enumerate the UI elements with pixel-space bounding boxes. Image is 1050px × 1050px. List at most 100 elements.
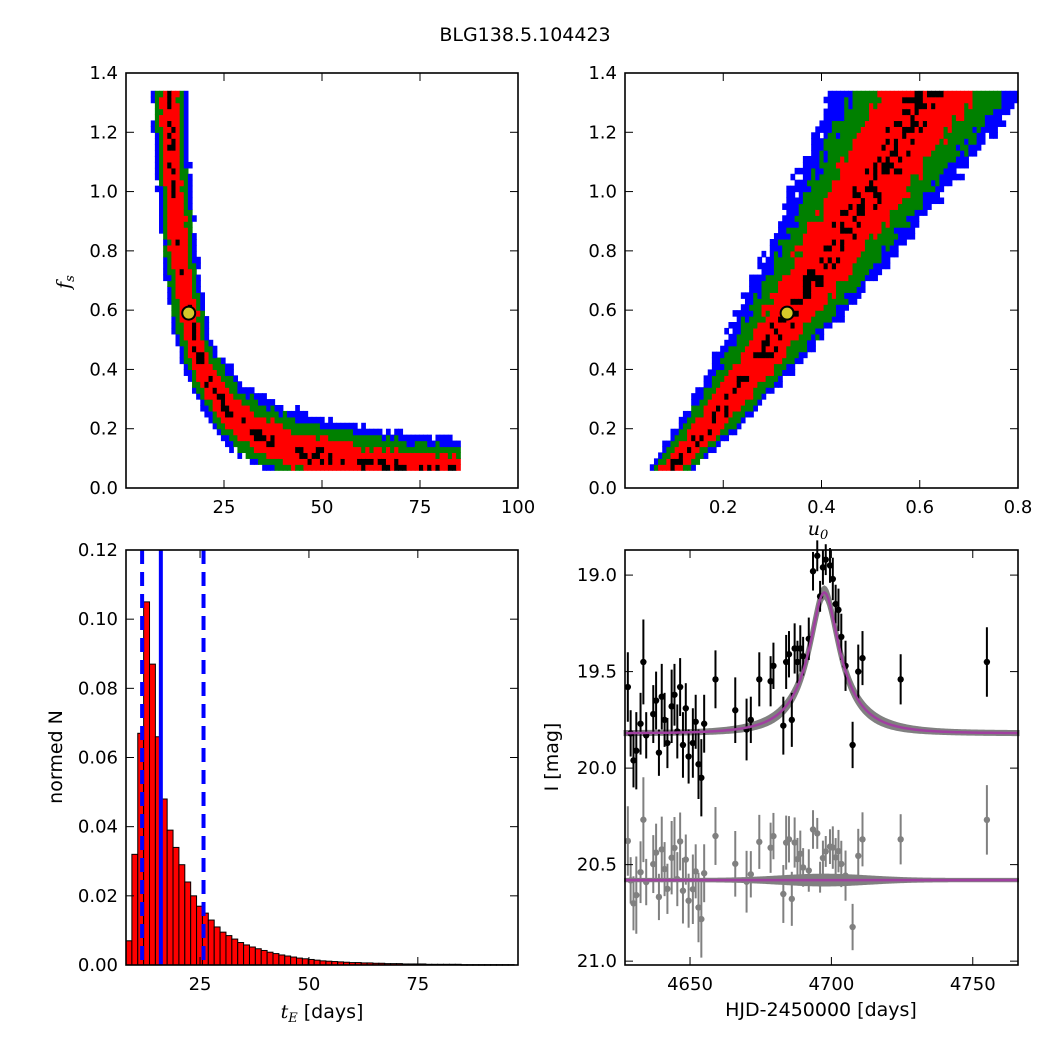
heatmap-cell — [827, 304, 833, 311]
heatmap-cell — [732, 381, 738, 388]
heatmap-cell — [968, 144, 974, 151]
heatmap-cell — [732, 422, 738, 430]
heatmap-cell — [877, 197, 883, 205]
heatmap-cell — [212, 351, 218, 359]
heatmap-cell — [765, 381, 771, 388]
heatmap-cell — [798, 357, 804, 365]
heatmap-cell — [373, 464, 379, 471]
heatmap-cell — [840, 179, 845, 187]
heatmap-cell — [782, 233, 787, 240]
heatmap-cell — [703, 381, 709, 388]
heatmap-cell — [711, 405, 717, 412]
heatmap-cell — [175, 244, 181, 252]
heatmap-cell — [786, 333, 792, 341]
heatmap-cell — [167, 203, 172, 210]
heatmap-cell — [823, 173, 829, 181]
data-point — [897, 676, 904, 683]
heatmap-cell — [179, 244, 185, 252]
heatmap-cell — [233, 422, 239, 430]
heatmap-cell — [823, 156, 829, 163]
heatmap-cell — [348, 440, 354, 448]
heatmap-cell — [258, 393, 263, 400]
heatmap-cell — [167, 227, 172, 234]
heatmap-cell — [749, 274, 754, 282]
heatmap-cell — [873, 203, 878, 210]
heatmap-cell — [898, 233, 903, 240]
heatmap-cell — [377, 458, 383, 465]
data-point — [794, 658, 801, 666]
x-tick-label: 75 — [409, 497, 432, 518]
heatmap-cell — [262, 428, 267, 436]
heatmap-cell — [695, 393, 701, 400]
heatmap-cell — [782, 322, 787, 329]
heatmap-cell — [873, 197, 878, 205]
heatmap-cell — [204, 393, 210, 400]
heatmap-cell — [782, 351, 787, 359]
heatmap-cell — [769, 239, 775, 246]
heatmap-cell — [237, 381, 243, 388]
data-point — [819, 564, 827, 571]
heatmap-cell — [258, 446, 263, 454]
heatmap-cell — [678, 452, 684, 459]
heatmap-cell — [179, 233, 185, 240]
heatmap-cell — [703, 393, 709, 400]
heatmap-cell — [976, 90, 982, 98]
heatmap-cell — [827, 316, 833, 323]
heatmap-cell — [167, 274, 172, 282]
heatmap-cell — [377, 464, 383, 471]
heatmap-cell — [678, 434, 684, 442]
heatmap-cell — [245, 440, 251, 448]
heatmap-cell — [798, 262, 804, 270]
heatmap-cell — [893, 209, 899, 216]
heatmap-cell — [869, 274, 874, 282]
heatmap-cell — [332, 440, 338, 448]
heatmap-cell — [811, 316, 816, 323]
heatmap-cell — [898, 215, 903, 222]
heatmap-cell — [291, 410, 296, 418]
heatmap-cell — [711, 410, 717, 418]
heatmap-cell — [877, 203, 883, 210]
heatmap-cell — [794, 203, 800, 210]
heatmap-cell — [807, 197, 812, 205]
heatmap-cell — [802, 161, 808, 169]
heatmap-cell — [212, 357, 218, 365]
heatmap-cell — [291, 440, 296, 448]
heatmap-cell — [898, 173, 903, 181]
heatmap-cell — [666, 440, 672, 448]
heatmap-cell — [790, 369, 796, 376]
heatmap-cell — [898, 126, 903, 133]
heatmap-cell — [765, 280, 771, 288]
heatmap-cell — [381, 458, 387, 465]
heatmap-cell — [171, 215, 177, 222]
heatmap-cell — [860, 114, 866, 122]
heatmap-cell — [835, 173, 841, 181]
heatmap-cell — [869, 144, 874, 151]
heatmap-cell — [171, 161, 177, 169]
heatmap-cell — [885, 144, 891, 151]
heatmap-cell — [769, 345, 775, 353]
heatmap-cell — [769, 244, 775, 252]
heatmap-cell — [844, 298, 849, 305]
heatmap-cell — [786, 244, 792, 252]
heatmap-cell — [253, 422, 259, 430]
heatmap-cell — [968, 132, 974, 139]
heatmap-cell — [192, 316, 197, 323]
heatmap-cell — [769, 262, 775, 270]
residual-point — [671, 844, 678, 852]
heatmap-cell — [159, 191, 164, 199]
heatmap-cell — [831, 144, 837, 151]
heatmap-cell — [159, 203, 164, 210]
heatmap-cell — [451, 446, 457, 454]
heatmap-cell — [898, 179, 903, 187]
heatmap-cell — [757, 256, 763, 264]
heatmap-cell — [167, 286, 172, 293]
heatmap-cell — [873, 167, 878, 175]
heatmap-cell — [212, 369, 218, 376]
heatmap-cell — [237, 405, 243, 412]
heatmap-cell — [914, 114, 920, 122]
heatmap-cell — [253, 452, 259, 459]
heatmap-cell — [196, 262, 201, 270]
heatmap-cell — [835, 150, 841, 157]
heatmap-cell — [373, 452, 379, 459]
heatmap-cell — [773, 262, 779, 270]
